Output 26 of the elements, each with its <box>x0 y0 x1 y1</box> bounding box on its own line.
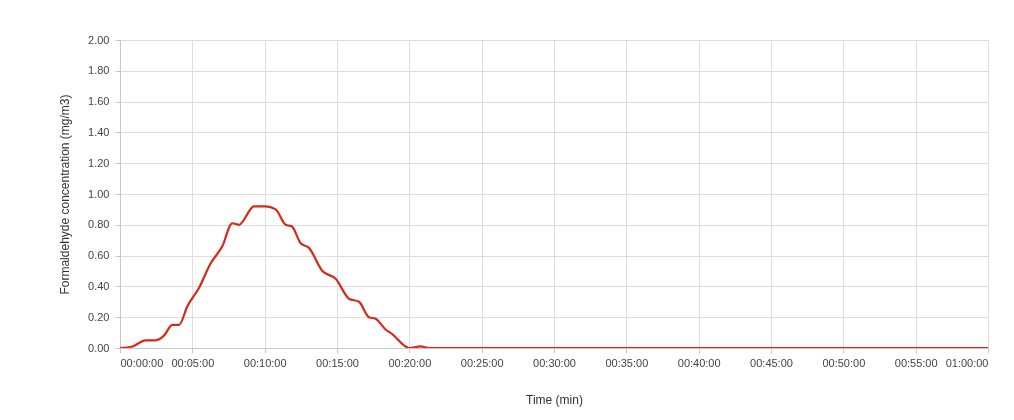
x-tick-label: 00:30:00 <box>533 356 576 369</box>
x-tick-label: 00:25:00 <box>460 356 504 369</box>
x-tick-label: 00:45:00 <box>750 356 793 369</box>
y-tick-label: 0.60 <box>88 249 110 262</box>
x-tick-label: 00:40:00 <box>677 356 721 369</box>
x-tick-label: 00:00:00 <box>120 356 164 369</box>
x-tick-label: 00:05:00 <box>171 356 215 369</box>
y-tick-label: 0.40 <box>88 279 110 292</box>
y-tick-label: 0.80 <box>88 218 110 231</box>
x-tick-label: 00:55:00 <box>894 356 938 369</box>
x-tick-label: 00:10:00 <box>243 356 287 369</box>
x-tick-label: 00:15:00 <box>316 356 359 369</box>
y-axis-title: Formaldehyde concentration (mg/m3) <box>58 94 73 295</box>
y-tick-label: 1.80 <box>88 64 110 77</box>
x-tick-label: 00:50:00 <box>822 356 866 369</box>
y-tick-label: 1.60 <box>88 95 110 108</box>
y-tick-label: 1.40 <box>88 125 110 138</box>
x-tick-label: 01:00:00 <box>945 356 989 369</box>
y-tick-label: 0.20 <box>88 310 110 323</box>
y-tick-label: 1.00 <box>88 187 110 200</box>
x-axis-title: Time (min) <box>526 392 583 407</box>
y-tick-label: 1.20 <box>88 156 110 169</box>
x-tick-label: 00:20:00 <box>388 356 432 369</box>
y-tick-label: 0.00 <box>88 341 110 354</box>
y-tick-label: 2.00 <box>88 33 110 46</box>
x-tick-label: 00:35:00 <box>605 356 649 369</box>
